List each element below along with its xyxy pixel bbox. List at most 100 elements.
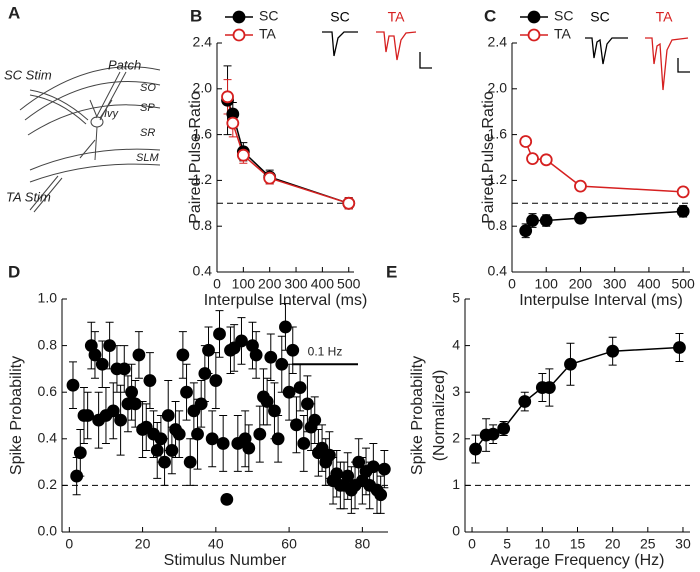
- data-point: [519, 135, 533, 148]
- data-point: [117, 362, 131, 376]
- y-tick-label: 2.4: [193, 34, 213, 50]
- data-point: [286, 343, 300, 357]
- y-tick-label: 2: [452, 430, 460, 446]
- data-point: [249, 348, 263, 362]
- data-point: [676, 185, 690, 199]
- scale-bar: [677, 58, 690, 73]
- data-point: [301, 397, 314, 411]
- diagram-label: Patch: [108, 57, 141, 72]
- inset-label: TA: [656, 9, 674, 25]
- y-tick-label: 1.2: [488, 171, 508, 187]
- diagram-label: Ivy: [104, 108, 120, 120]
- x-tick-label: 300: [284, 276, 308, 292]
- legend-label: TA: [259, 26, 277, 42]
- data-point: [268, 404, 281, 418]
- series-line: [524, 141, 684, 193]
- y-tick-label: 2.0: [193, 80, 213, 96]
- y-tick-label: 0.8: [38, 336, 58, 352]
- data-point: [374, 488, 388, 502]
- trace-ta: [376, 31, 417, 61]
- y-tick-label: 0.6: [38, 383, 58, 399]
- data-point: [220, 492, 234, 506]
- y-axis-label: (Normalized): [431, 370, 448, 462]
- panel-letter: E: [386, 262, 397, 281]
- diagram-label: SP: [140, 102, 155, 114]
- y-tick-label: 0.0: [38, 523, 58, 539]
- x-tick-label: 80: [355, 536, 371, 552]
- data-point: [275, 357, 289, 371]
- data-point: [264, 350, 278, 364]
- layer-line: [19, 66, 161, 111]
- data-point: [293, 381, 307, 394]
- stim-electrode: [29, 175, 63, 213]
- y-tick-label: 0.4: [38, 430, 58, 446]
- data-point: [574, 179, 587, 193]
- legend-marker: [527, 28, 541, 42]
- data-point: [235, 334, 248, 348]
- data-point: [202, 343, 215, 357]
- inset-traces: [322, 31, 690, 91]
- y-tick-label: 1.2: [193, 171, 213, 187]
- data-point: [526, 214, 539, 227]
- layer-line: [24, 81, 161, 121]
- y-tick-label: 2.0: [488, 80, 508, 96]
- data-point: [165, 444, 179, 457]
- x-tick-label: 20: [605, 536, 621, 552]
- data-point: [366, 460, 380, 474]
- data-point: [676, 204, 690, 218]
- inset-label: TA: [388, 9, 406, 25]
- data-point: [526, 152, 539, 166]
- x-tick-label: 0: [508, 276, 516, 292]
- y-tick-label: 0.8: [193, 217, 213, 233]
- data-point: [236, 148, 250, 162]
- y-tick-label: 1.0: [38, 290, 58, 306]
- data-point: [114, 413, 128, 427]
- diagram-label: SLM: [136, 152, 159, 164]
- data-point: [128, 397, 142, 411]
- data-point: [103, 339, 117, 353]
- x-tick-label: 20: [135, 536, 151, 552]
- x-tick-label: 300: [603, 276, 627, 292]
- diagram-label: SO: [140, 82, 156, 94]
- data-point: [673, 341, 686, 354]
- y-tick-label: 0: [452, 523, 460, 539]
- stim-electrode: [29, 94, 87, 125]
- data-point: [221, 90, 234, 104]
- y-tick-label: 5: [452, 290, 460, 306]
- trace-ta: [645, 37, 689, 91]
- data-point: [342, 196, 356, 210]
- soma: [90, 116, 104, 128]
- data-point: [198, 367, 212, 380]
- data-point: [263, 171, 277, 185]
- legend-marker: [527, 10, 541, 24]
- data-point: [606, 344, 620, 358]
- x-tick-label: 25: [640, 536, 656, 552]
- data-point: [279, 320, 292, 334]
- data-point: [183, 455, 197, 469]
- scale-bar: [419, 52, 432, 69]
- panel-letter: D: [8, 262, 20, 281]
- chart-panel: B 0.4 0.8 1.2 1.6 2.0 2.4 0 100 200 300 400 500Inter…: [187, 6, 405, 309]
- trace-sc: [322, 31, 358, 57]
- y-tick-label: 3: [452, 383, 460, 399]
- x-tick-label: 30: [675, 536, 691, 552]
- data-point: [341, 469, 355, 483]
- x-tick-label: 500: [337, 276, 361, 292]
- x-tick-label: 0: [468, 536, 476, 552]
- data-point: [271, 432, 285, 446]
- stim-electrode: [29, 89, 89, 121]
- x-tick-label: 400: [311, 276, 335, 292]
- data-point: [308, 413, 322, 427]
- x-tick-label: 0: [65, 536, 73, 552]
- legend-label: SC: [554, 8, 573, 24]
- data-point: [486, 427, 500, 441]
- x-tick-label: 0: [213, 276, 221, 292]
- x-tick-label: 400: [637, 276, 661, 292]
- x-tick-label: 200: [258, 276, 282, 292]
- data-point: [143, 374, 157, 387]
- dendrites: [79, 99, 113, 161]
- data-point: [469, 442, 482, 456]
- data-point: [81, 409, 95, 422]
- y-tick-label: 0.8: [488, 217, 508, 233]
